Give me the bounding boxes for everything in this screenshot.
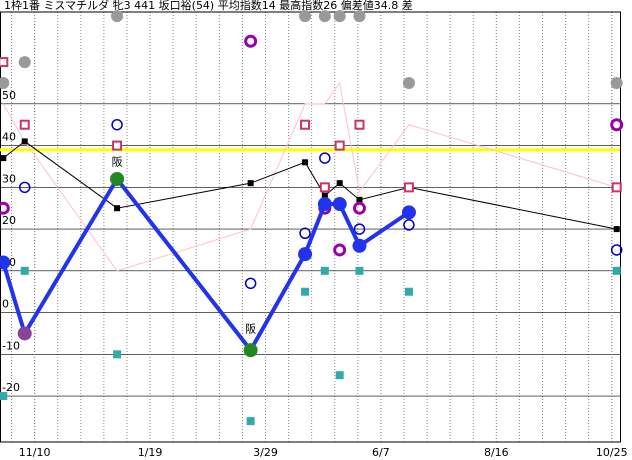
x-tick-label: 3/29 [253,446,278,459]
series-line [2,81,617,272]
marker [317,197,332,212]
y-tick-label: 40 [2,131,16,144]
x-tick-label: 6/7 [372,446,390,459]
plot-frame [0,11,621,443]
marker [244,34,258,48]
chart-title: 1枠1番 ミスマチルダ 牝3 441 坂口裕(54) 平均指数14 最高指数26… [4,0,413,12]
marker [355,266,364,275]
marker [111,10,124,23]
marker [356,196,363,203]
marker [298,247,313,262]
marker [353,10,366,23]
marker [320,266,329,275]
marker [244,277,257,290]
annotation: 阪 [245,321,256,335]
marker [18,181,31,194]
marker [403,219,415,231]
x-tick-label: 11/10 [19,446,51,459]
x-tick-label: 1/19 [138,446,163,459]
marker [353,223,366,235]
marker [404,287,413,296]
series-line [2,140,617,230]
marker [0,76,10,89]
y-tick-label: 30 [2,172,16,185]
marker [0,255,11,270]
marker [402,76,415,89]
marker [610,118,624,132]
y-tick-label: -10 [2,339,20,352]
marker [246,417,255,426]
y-tick-label: -20 [2,381,20,394]
marker [110,171,125,186]
marker [403,182,414,193]
marker [301,287,310,296]
marker [352,238,367,253]
marker [321,192,328,199]
marker [610,76,623,89]
marker [300,119,311,130]
annotation: 阪 [112,154,123,168]
marker [0,201,10,215]
marker [299,10,312,23]
marker [352,201,366,215]
marker [611,182,622,193]
marker [336,180,343,187]
marker [335,371,344,380]
marker [333,243,347,257]
marker [18,56,31,69]
marker [333,10,346,23]
marker [21,138,28,145]
marker [0,57,9,68]
y-tick-label: 0 [2,298,9,311]
marker [612,266,621,275]
marker [113,350,122,359]
marker [401,205,416,220]
marker [19,119,30,130]
marker [111,118,123,131]
marker [613,226,620,233]
marker [112,140,123,151]
marker [354,119,365,130]
x-tick-label: 8/16 [484,446,509,459]
y-tick-label: 20 [2,214,16,227]
marker [0,392,8,401]
marker [243,343,258,358]
marker [319,182,330,193]
x-tick-label: 10/25 [596,446,628,459]
marker [610,244,623,256]
y-tick-label: 50 [2,89,16,102]
marker [114,205,121,212]
marker [318,10,331,23]
marker [319,152,331,164]
marker [20,266,29,275]
marker [0,155,7,162]
marker [302,159,309,166]
marker [17,326,32,341]
marker [299,227,311,240]
marker [247,180,254,187]
marker [334,140,345,151]
marker [332,197,347,212]
